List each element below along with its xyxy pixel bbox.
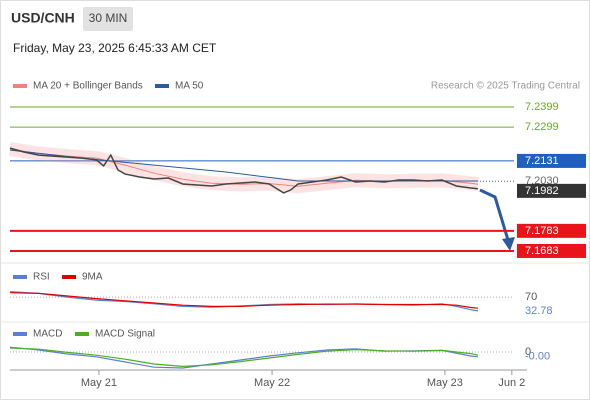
price-line — [9, 147, 479, 194]
symbol: USD/CNH — [11, 10, 75, 26]
legend-swatch — [75, 332, 89, 336]
interval-box — [83, 7, 133, 31]
forecast-arrowhead — [502, 237, 515, 251]
legend-label: MA 50 — [175, 81, 204, 92]
y-tick-label: 0 — [525, 346, 531, 358]
legend-label: MACD — [33, 329, 62, 340]
legend-label: 9MA — [82, 272, 103, 283]
forecast-arrow — [479, 188, 510, 241]
x-tick-label: May 22 — [254, 377, 290, 389]
level-label: 7.1783 — [525, 225, 559, 237]
series-line — [9, 292, 479, 309]
credit: Research © 2025 Trading Central — [431, 81, 580, 92]
level-box — [517, 153, 586, 168]
x-tick-label: May 21 — [81, 377, 117, 389]
datetime: Friday, May 23, 2025 6:45:33 AM CET — [13, 41, 217, 55]
legend-label: RSI — [33, 272, 50, 283]
level-box — [517, 183, 586, 198]
legend-label: MACD Signal — [95, 329, 155, 340]
x-tick-label: Jun 2 — [498, 377, 525, 389]
series-line — [9, 291, 479, 312]
legend-swatch — [13, 275, 27, 279]
x-tick-label: May 23 — [427, 377, 463, 389]
legend-swatch — [13, 84, 27, 88]
level-box — [517, 243, 586, 258]
legend-swatch — [62, 275, 76, 279]
legend-label: MA 20 + Bollinger Bands — [33, 81, 143, 92]
level-label: 7.2399 — [525, 101, 559, 113]
current-value-label: -0.00 — [525, 351, 550, 363]
current-value-label: 32.78 — [525, 305, 553, 317]
interval: 30 MIN — [89, 11, 128, 25]
legend-swatch — [155, 84, 169, 88]
legend-swatch — [13, 332, 27, 336]
y-tick-label: 70 — [525, 291, 537, 303]
level-label: 7.1982 — [525, 185, 559, 197]
level-label: 7.2131 — [525, 155, 559, 167]
level-label: 7.2299 — [525, 121, 559, 133]
level-box — [517, 223, 586, 238]
level-label: 7.1683 — [525, 245, 559, 257]
series-line — [9, 347, 479, 368]
